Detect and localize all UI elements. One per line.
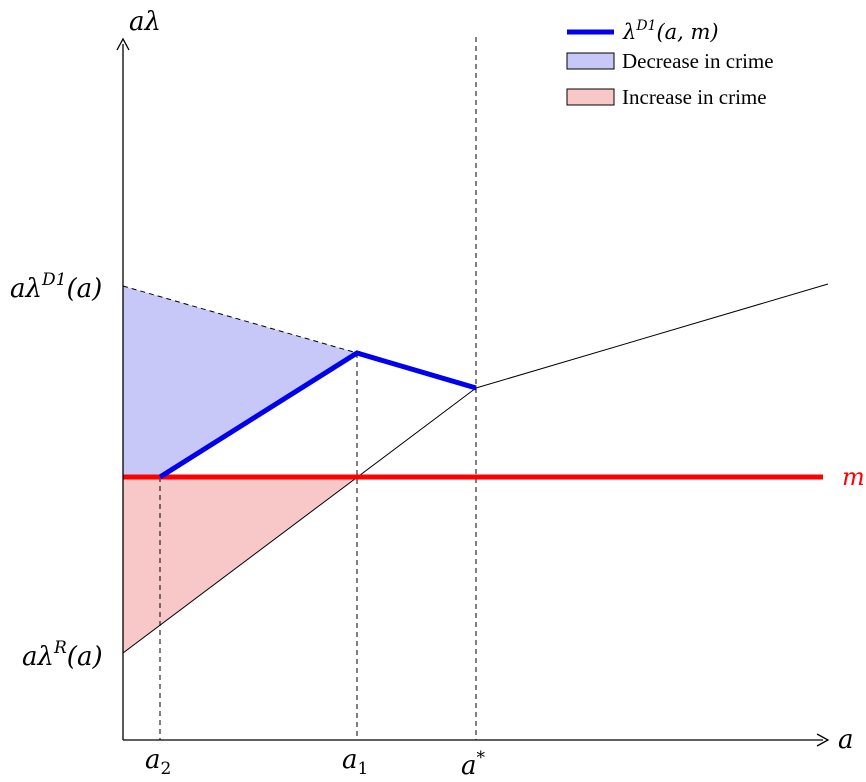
tick-label-y-low: aλR(a) [22,638,103,672]
tick-label-a2: a2 [145,745,171,779]
tick-label-a1: a1 [342,745,368,779]
dashed-upper-boundary [122,285,358,354]
x-axis-arrowhead [816,733,830,747]
legend: λD1(a, m) Decrease in crime Increase in … [566,18,774,109]
m-line-label: m [842,463,865,491]
lambda-r-line [122,387,477,654]
tick-label-y-high: aλD1(a) [10,270,102,304]
y-axis-label: aλ [129,7,161,37]
upper-right-line [475,283,829,389]
legend-policy-line-label: λD1(a, m) [622,18,719,44]
tick-label-a-star: a* [461,748,486,781]
legend-decrease-swatch [566,52,615,70]
legend-decrease-label: Decrease in crime [622,49,774,73]
legend-increase-label: Increase in crime [622,85,767,109]
legend-increase-swatch [566,88,615,106]
y-axis-arrowhead [116,37,130,51]
x-axis-label: a [838,725,854,755]
decrease-in-crime-region [123,286,357,477]
policy-line-lambda-d1 [158,350,477,480]
